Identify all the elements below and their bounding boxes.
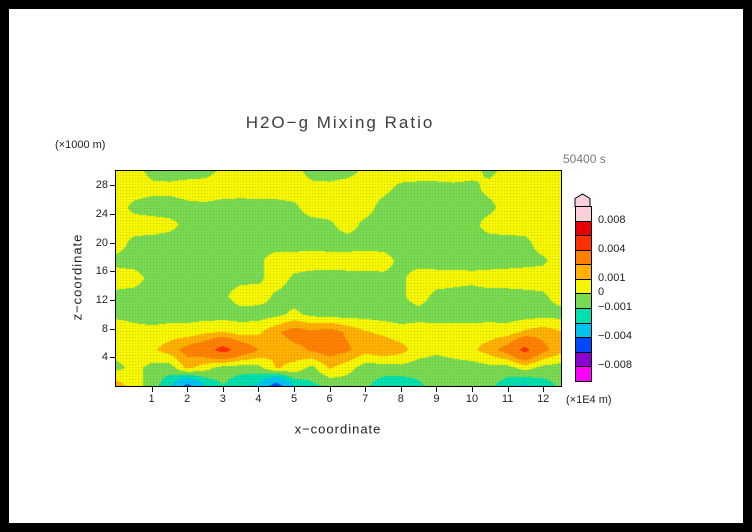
x-tick-label: 5 [290,393,298,405]
x-tick-label: 7 [362,393,369,405]
z-tick-label: 24 [95,208,108,220]
x-tick-label: 9 [433,393,440,405]
x-tick-mark [294,387,295,392]
figure-page: H2O−g Mixing Ratio (×1000 m) 50400 s z−c… [9,9,743,523]
colorbar-tick-label: −0.004 [598,329,632,342]
x-tick-mark [507,387,509,392]
z-tick-label: 12 [95,294,108,306]
x-tick-label: 2 [184,393,191,405]
colorbar-tick-label: −0.001 [598,300,632,313]
colorbar-tick-label: 0.004 [598,242,626,255]
colorbar-segment [576,220,591,236]
x-tick-mark [187,387,189,392]
colorbar-segment [576,337,591,352]
x-tick-label: 4 [255,393,262,405]
x-tick-mark [258,387,260,392]
x-tick-mark [365,387,367,392]
z-tick-mark [110,300,115,301]
colorbar-segment [576,308,591,323]
colorbar-scale [575,206,592,382]
time-stamp: 50400 s [563,152,606,166]
colorbar-segment [576,293,591,309]
colorbar-segment [576,278,591,294]
z-tick-mark [110,242,115,244]
z-tick-label: 8 [101,322,108,335]
z-tick-label: 20 [95,236,108,249]
x-axis-label: x−coordinate [294,421,382,437]
colorbar-segment [576,264,591,279]
x-tick-label: 11 [501,393,514,405]
colorbar-segment [576,207,591,221]
x-tick-label: 8 [397,393,404,405]
x-tick-mark [151,387,153,392]
z-tick-label: 4 [101,351,108,364]
colorbar-tick-label: 0.001 [598,271,626,284]
x-tick-mark [436,387,438,392]
x-tick-mark [222,387,224,392]
x-tick-label: 1 [148,393,155,405]
x-tick-label: 6 [326,393,333,405]
colorbar: 0.008 0.004 0.001 0 −0.001 −0.004 −0.008 [574,193,665,385]
plot-area: 1 2 3 4 5 6 7 8 9 10 11 12 4 8 12 16 20 24 28 [96,170,562,405]
x-tick-mark [543,387,545,392]
colorbar-tick-label: 0.008 [598,213,626,226]
colorbar-segment [576,235,591,250]
colorbar-segment [576,351,591,367]
x-tick-label: 10 [465,393,479,405]
x-tick-mark [329,387,331,392]
z-tick-mark [110,185,115,187]
z-axis-label: z−coordinate [69,233,85,321]
x-tick-label: 3 [219,393,226,405]
colorbar-tick-label: −0.008 [598,358,632,371]
x-tick-mark [400,387,402,392]
z-tick-mark [110,271,115,273]
z-tick-mark [110,328,115,330]
z-tick-label: 16 [95,265,108,278]
z-tick-label: 28 [95,179,108,192]
z-tick-mark [110,357,115,359]
colorbar-overflow-arrow-icon [574,193,591,207]
chart-title: H2O−g Mixing Ratio [245,113,435,132]
z-tick-mark [110,214,115,215]
colorbar-tick-label: 0 [598,286,605,298]
x-tick-mark [472,387,473,392]
z-axis-unit: (×1000 m) [55,139,106,151]
colorbar-segment [576,366,591,381]
x-tick-label: 12 [537,393,550,405]
x-axis-unit: (×1E4 m) [566,394,612,406]
field-canvas [116,171,561,386]
colorbar-segment [576,322,591,338]
colorbar-segment [576,249,591,265]
